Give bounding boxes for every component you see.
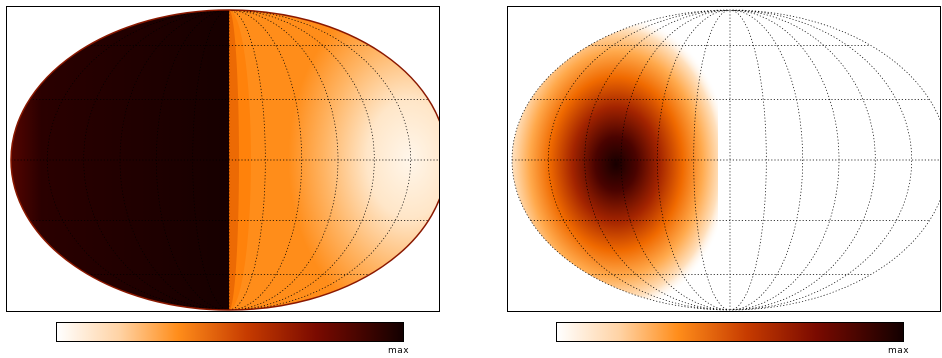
map-panel-left (6, 6, 440, 312)
graticule-meridian (228, 10, 375, 310)
heat-hotspot (512, 14, 718, 310)
mollweide-map-left (10, 9, 439, 311)
colorbar-gradient (57, 323, 403, 341)
graticule-meridian (656, 10, 731, 310)
graticule-meridian (584, 10, 731, 310)
colorbar-max-label: max (888, 346, 910, 356)
graticule-meridian (693, 10, 731, 310)
graticule-meridian (228, 10, 412, 310)
mollweide-map-right (511, 9, 940, 311)
graticule-meridian (729, 10, 913, 310)
graticule-meridian (729, 10, 876, 310)
colorbar-gradient (557, 323, 903, 341)
colorbar-left (56, 322, 404, 342)
colorbar-right (556, 322, 904, 342)
graticule-meridian (83, 10, 230, 310)
graticule-meridian (228, 10, 303, 310)
map-boundary (10, 9, 439, 311)
graticule-meridian (729, 10, 767, 310)
graticule-meridian (192, 10, 230, 310)
map-panel-right (507, 6, 941, 312)
map-boundary (511, 9, 940, 311)
graticule-meridian (155, 10, 230, 310)
graticule-meridian (729, 10, 804, 310)
heat-day-side (229, 10, 439, 310)
graticule-meridian (228, 10, 266, 310)
colorbar-max-label: max (388, 346, 410, 356)
